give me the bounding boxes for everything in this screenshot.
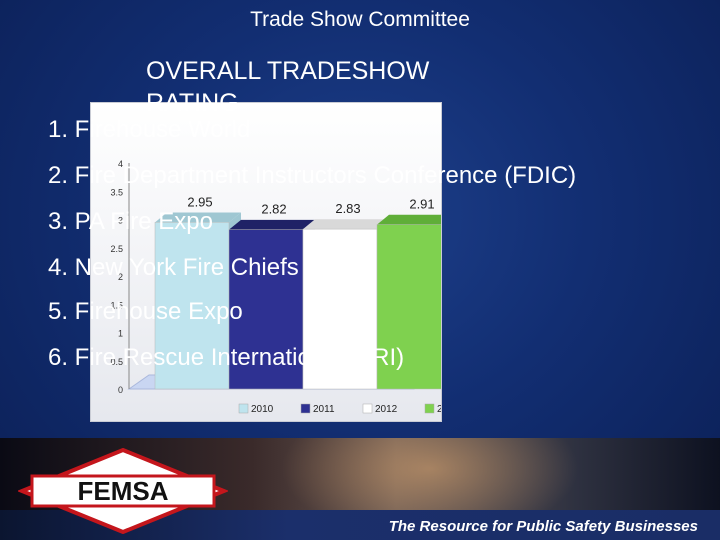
footer-tagline: The Resource for Public Safety Businesse…	[388, 518, 698, 535]
legend-label: 2010	[251, 404, 274, 415]
data-label: 2.82	[261, 202, 286, 217]
y-tick-label: 4	[118, 159, 123, 169]
logo-text: FEMSA	[78, 476, 169, 506]
list-item: 6. Fire Rescue International (FRI)	[48, 344, 405, 371]
bar	[302, 228, 378, 390]
data-label: 2.95	[187, 194, 212, 209]
list-item: 3. PA Fire Expo	[48, 208, 213, 235]
slide-heading: OVERALL TRADESHOW RATING	[146, 57, 430, 117]
bar	[228, 229, 304, 390]
bar	[154, 222, 230, 390]
bar-top	[229, 219, 315, 230]
footer-banner: The Resource for Public Safety Businesse…	[0, 438, 720, 540]
data-label: 2.91	[409, 197, 434, 212]
legend-label: 2013	[437, 404, 441, 415]
y-tick-label: 2.5	[110, 244, 123, 254]
chart-panel: 0 0.5 1 1.5 2 2.5 3 3.5 4 2.95 2.82 2.83 2.91 2010 201…	[90, 102, 442, 422]
data-label: 2.83	[335, 201, 360, 216]
list-item: 2. Fire Department Instructors Conferenc…	[48, 162, 577, 189]
list-item: 5. Firehouse Expo	[48, 298, 243, 325]
y-tick-label: 0	[118, 385, 123, 395]
femsa-logo: FEMSA	[18, 448, 228, 534]
y-tick-label: 3.5	[110, 187, 123, 197]
y-tick-label: 0.5	[110, 357, 123, 367]
y-tick-label: 2	[118, 272, 123, 282]
bar-top	[155, 212, 241, 223]
slide-title: Trade Show Committee	[250, 8, 470, 31]
legend-swatch	[238, 403, 249, 414]
legend-label: 2011	[313, 404, 335, 415]
bar-top	[377, 214, 441, 225]
legend-swatch	[424, 403, 435, 414]
list-item: 4. New York Fire Chiefs	[48, 254, 299, 281]
y-tick-label: 1	[118, 329, 123, 339]
y-tick-label: 1.5	[110, 300, 123, 310]
bar	[376, 224, 441, 390]
list-item: 1. Firehouse World	[48, 116, 251, 143]
bar-top	[303, 219, 389, 230]
legend-swatch	[362, 403, 373, 414]
bar-chart: 0 0.5 1 1.5 2 2.5 3 3.5 4 2.95 2.82 2.83 2.91 2010 201…	[110, 159, 441, 415]
legend-label: 2012	[375, 404, 398, 415]
legend-swatch	[300, 403, 311, 414]
y-tick-label: 3	[118, 216, 123, 226]
